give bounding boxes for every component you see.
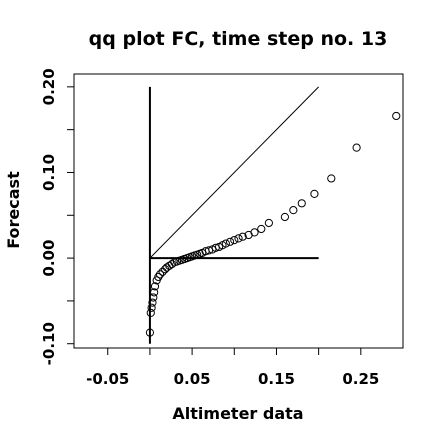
y-tick-label: 0.10 (40, 154, 58, 191)
data-point (289, 206, 298, 215)
data-point (147, 303, 156, 312)
x-axis: -0.05 0.05 0.15 0.25 (86, 348, 379, 388)
data-point (234, 234, 243, 243)
data-point (221, 239, 230, 248)
data-point (264, 218, 273, 228)
data-point (280, 212, 289, 222)
data-point (155, 270, 165, 279)
reference-lines (148, 86, 319, 344)
data-point (250, 228, 259, 237)
y-axis-label: Forecast (4, 171, 23, 249)
x-tick-label: 0.05 (174, 370, 211, 388)
x-tick-label: -0.05 (86, 370, 129, 388)
data-point (145, 328, 155, 337)
data-point (146, 308, 155, 317)
data-point (162, 263, 171, 272)
data-point (297, 199, 306, 208)
data-point (149, 293, 158, 302)
x-axis-label: Altimeter data (172, 404, 303, 423)
data-point (150, 282, 160, 291)
y-axis: -0.10 0.00 0.10 0.20 (40, 68, 74, 365)
y-tick-label: 0.20 (40, 68, 58, 105)
y-tick-label: 0.00 (40, 240, 58, 277)
x-tick-label: 0.25 (342, 370, 379, 388)
quantile-points (145, 111, 401, 337)
data-point (352, 143, 361, 152)
diagonal-reference-line (149, 86, 319, 259)
data-point (225, 237, 235, 246)
data-point (327, 174, 336, 183)
x-tick-label: 0.15 (258, 370, 295, 388)
data-point (310, 189, 319, 198)
plot-frame (73, 73, 404, 349)
data-point (154, 272, 163, 282)
data-point (148, 298, 157, 307)
data-point (158, 267, 167, 276)
data-point (230, 236, 239, 245)
data-point (257, 224, 266, 234)
data-point (392, 111, 401, 121)
y-tick-label: -0.10 (40, 322, 58, 365)
chart-title: qq plot FC, time step no. 13 (89, 28, 388, 50)
data-point (150, 288, 159, 297)
data-point (167, 259, 176, 269)
data-point (238, 232, 247, 241)
